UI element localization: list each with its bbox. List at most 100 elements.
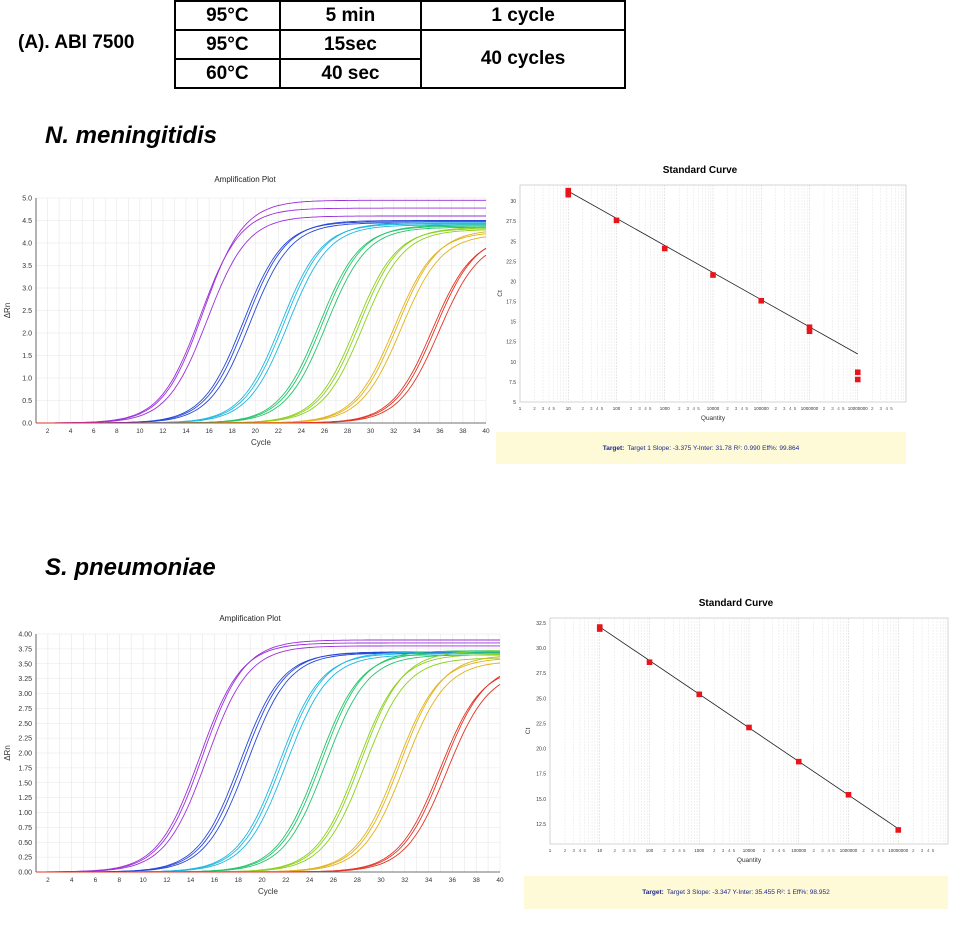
y-tick-label: 30 [510, 199, 516, 205]
series-line [36, 233, 487, 424]
x-minor-tick-label: 3 [542, 406, 545, 411]
series-line [36, 231, 487, 424]
series-line [36, 651, 500, 873]
x-tick-label: 10 [136, 428, 144, 435]
x-tick-label: 34 [425, 877, 433, 884]
series-line [36, 645, 500, 873]
data-point [646, 659, 653, 665]
x-tick-label: 1000 [660, 406, 671, 411]
x-tick-label: 1000000 [801, 406, 819, 411]
y-tick-label: 3.75 [18, 646, 32, 653]
x-tick-label: 22 [275, 428, 283, 435]
x-tick-label: 32 [401, 877, 409, 884]
y-tick-label: 2.50 [18, 721, 32, 728]
x-tick-label: 12 [159, 428, 167, 435]
x-minor-tick-label: 2 [871, 406, 874, 411]
series-line [36, 229, 487, 424]
x-minor-tick-label: 2 [533, 406, 536, 411]
x-tick-label: 4 [69, 428, 73, 435]
data-point [806, 324, 813, 331]
time-cell: 15sec [278, 29, 423, 60]
x-minor-tick-label: 5 [842, 406, 845, 411]
x-tick-label: 36 [449, 877, 457, 884]
y-tick-label: 20 [510, 279, 516, 285]
x-tick-label: 12 [163, 877, 171, 884]
x-tick-label: 6 [94, 877, 98, 884]
series-line [36, 654, 500, 873]
y-axis-label: ΔRn [3, 745, 12, 761]
y-tick-label: 25 [510, 239, 516, 245]
y-tick-label: 22.5 [506, 259, 516, 265]
chart-title: Standard Curve [662, 165, 738, 176]
x-minor-tick-label: 3 [921, 848, 924, 853]
cycles-cell: 40 cycles [420, 29, 626, 89]
series-line [36, 656, 501, 873]
series-line [36, 650, 500, 873]
series-line [36, 675, 501, 873]
y-tick-label: 0.0 [22, 421, 32, 428]
x-minor-tick-label: 5 [882, 848, 885, 853]
series-line [36, 651, 500, 873]
x-axis-label: Cycle [258, 887, 279, 896]
stats-label: Target: [602, 444, 625, 452]
series-line [36, 225, 486, 424]
series-line [36, 248, 487, 424]
x-tick-label: 26 [321, 428, 329, 435]
y-tick-label: 0.5 [22, 398, 32, 405]
series-line [36, 677, 501, 873]
y-tick-label: 1.5 [22, 353, 32, 360]
x-minor-tick-label: 2 [582, 406, 585, 411]
chart-title: Amplification Plot [214, 175, 276, 184]
series-line [36, 215, 486, 424]
x-minor-tick-label: 5 [832, 848, 835, 853]
data-point [696, 691, 703, 698]
y-tick-label: 17.5 [536, 772, 546, 778]
y-tick-label: 0.25 [18, 855, 32, 862]
x-minor-tick-label: 2 [726, 406, 729, 411]
x-minor-tick-label: 3 [687, 406, 690, 411]
x-minor-tick-label: 4 [596, 406, 599, 411]
x-minor-tick-label: 5 [783, 848, 786, 853]
data-point [758, 297, 765, 304]
data-point [565, 191, 572, 198]
y-tick-label: 10 [510, 360, 516, 366]
x-minor-tick-label: 5 [601, 406, 604, 411]
x-minor-tick-label: 4 [927, 848, 930, 853]
table-row: 60°C 40 sec [174, 58, 625, 89]
series-line [36, 658, 501, 873]
data-point [596, 626, 603, 632]
x-minor-tick-label: 5 [552, 406, 555, 411]
panel-label: (A). ABI 7500 [18, 32, 135, 53]
y-tick-label: 22.5 [536, 721, 546, 727]
data-point [710, 272, 716, 278]
x-minor-tick-label: 3 [821, 848, 824, 853]
x-tick-label: 6 [92, 428, 96, 435]
stats-box-nm: Target: Target 1 Slope: -3.375 Y-Inter: … [496, 432, 906, 464]
series-line [36, 654, 500, 873]
x-tick-label: 20 [258, 877, 266, 884]
x-tick-label: 40 [496, 877, 504, 884]
x-minor-tick-label: 2 [663, 848, 666, 853]
y-tick-label: 7.5 [509, 380, 516, 386]
x-minor-tick-label: 3 [783, 406, 786, 411]
x-minor-tick-label: 4 [579, 848, 582, 853]
series-line [36, 224, 486, 424]
x-tick-label: 30 [377, 877, 385, 884]
x-minor-tick-label: 5 [794, 406, 797, 411]
data-point [613, 217, 620, 224]
x-minor-tick-label: 3 [880, 406, 883, 411]
y-tick-label: 5.0 [22, 196, 32, 203]
y-tick-label: 17.5 [506, 300, 516, 306]
x-tick-label: 1000 [694, 848, 705, 853]
x-tick-label: 10000 [707, 406, 720, 411]
y-tick-label: 3.00 [18, 691, 32, 698]
x-tick-label: 38 [459, 428, 467, 435]
y-tick-label: 2.00 [18, 751, 32, 758]
chart-title: Standard Curve [698, 598, 774, 609]
x-minor-tick-label: 5 [697, 406, 700, 411]
x-minor-tick-label: 2 [713, 848, 716, 853]
series-line [36, 199, 486, 424]
y-tick-label: 4.00 [18, 632, 32, 639]
x-minor-tick-label: 2 [763, 848, 766, 853]
x-minor-tick-label: 4 [741, 406, 744, 411]
